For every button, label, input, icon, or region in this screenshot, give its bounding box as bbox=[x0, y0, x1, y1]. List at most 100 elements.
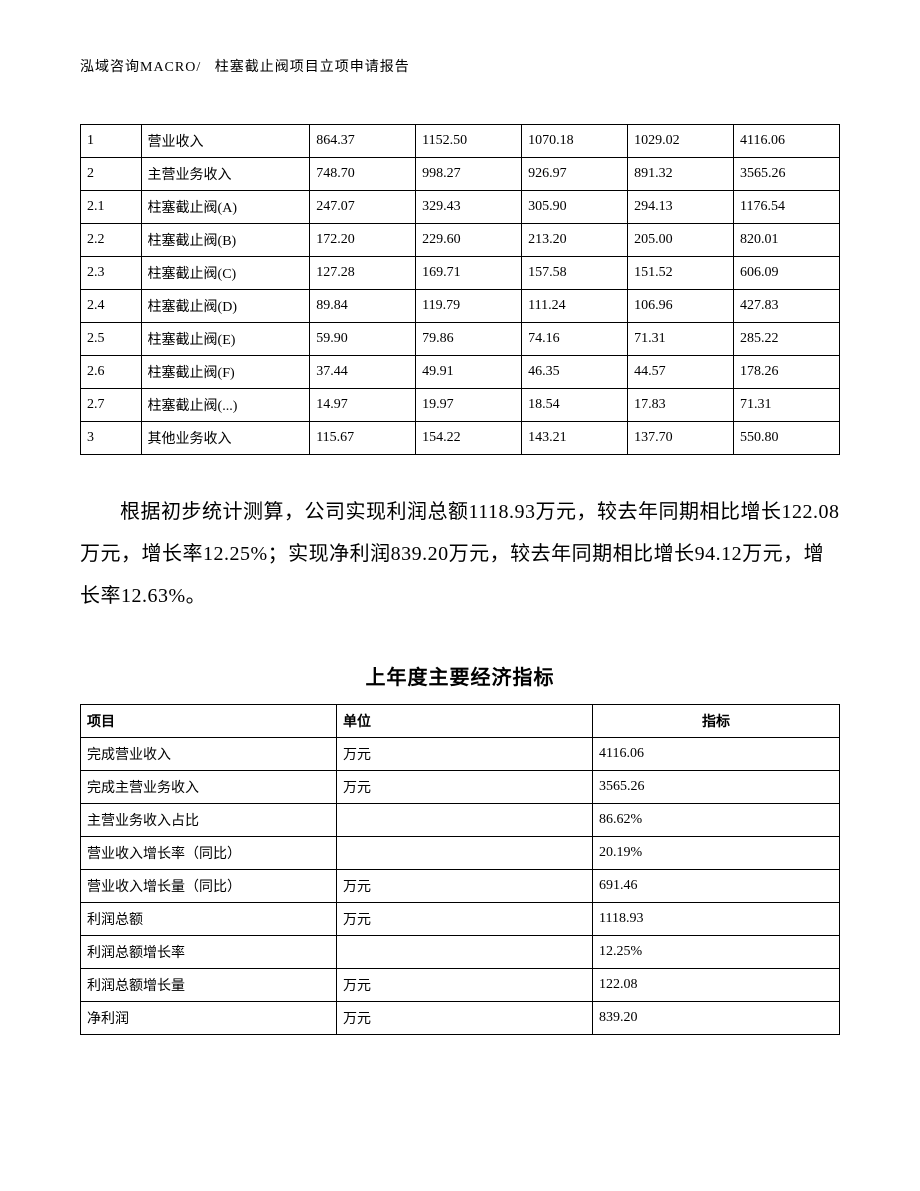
item-name: 主营业务收入占比 bbox=[81, 804, 337, 837]
cell-value: 71.31 bbox=[628, 323, 734, 356]
cell-value: 329.43 bbox=[416, 191, 522, 224]
row-idx: 2.5 bbox=[81, 323, 142, 356]
table-row: 利润总额 万元 1118.93 bbox=[81, 903, 840, 936]
row-name: 柱塞截止阀(F) bbox=[141, 356, 310, 389]
item-value: 3565.26 bbox=[593, 771, 840, 804]
header-value: 指标 bbox=[593, 705, 840, 738]
cell-value: 89.84 bbox=[310, 290, 416, 323]
cell-value: 154.22 bbox=[416, 422, 522, 455]
table-row: 2.2 柱塞截止阀(B) 172.20 229.60 213.20 205.00… bbox=[81, 224, 840, 257]
row-name: 柱塞截止阀(...) bbox=[141, 389, 310, 422]
table-row: 2.6 柱塞截止阀(F) 37.44 49.91 46.35 44.57 178… bbox=[81, 356, 840, 389]
table-row: 净利润 万元 839.20 bbox=[81, 1002, 840, 1035]
header-company: 泓域咨询MACRO/ bbox=[80, 60, 201, 75]
row-idx: 2.7 bbox=[81, 389, 142, 422]
cell-value: 891.32 bbox=[628, 158, 734, 191]
cell-value: 115.67 bbox=[310, 422, 416, 455]
item-unit: 万元 bbox=[337, 903, 593, 936]
cell-value: 305.90 bbox=[522, 191, 628, 224]
cell-value: 998.27 bbox=[416, 158, 522, 191]
cell-value: 37.44 bbox=[310, 356, 416, 389]
cell-value: 19.97 bbox=[416, 389, 522, 422]
row-name: 其他业务收入 bbox=[141, 422, 310, 455]
table-row: 2 主营业务收入 748.70 998.27 926.97 891.32 356… bbox=[81, 158, 840, 191]
item-value: 839.20 bbox=[593, 1002, 840, 1035]
cell-value: 172.20 bbox=[310, 224, 416, 257]
cell-value: 79.86 bbox=[416, 323, 522, 356]
row-idx: 2.1 bbox=[81, 191, 142, 224]
cell-value: 178.26 bbox=[734, 356, 840, 389]
cell-value: 926.97 bbox=[522, 158, 628, 191]
table-row: 营业收入增长率（同比） 20.19% bbox=[81, 837, 840, 870]
cell-value: 59.90 bbox=[310, 323, 416, 356]
table-row: 营业收入增长量（同比） 万元 691.46 bbox=[81, 870, 840, 903]
row-name: 营业收入 bbox=[141, 125, 310, 158]
row-idx: 2.3 bbox=[81, 257, 142, 290]
table-header-row: 项目 单位 指标 bbox=[81, 705, 840, 738]
item-value: 691.46 bbox=[593, 870, 840, 903]
cell-value: 127.28 bbox=[310, 257, 416, 290]
table-row: 利润总额增长量 万元 122.08 bbox=[81, 969, 840, 1002]
indicators-header: 项目 单位 指标 bbox=[81, 705, 840, 738]
table-row: 完成营业收入 万元 4116.06 bbox=[81, 738, 840, 771]
row-idx: 3 bbox=[81, 422, 142, 455]
item-name: 利润总额 bbox=[81, 903, 337, 936]
row-name: 柱塞截止阀(B) bbox=[141, 224, 310, 257]
row-name: 柱塞截止阀(A) bbox=[141, 191, 310, 224]
page-header: 泓域咨询MACRO/ 柱塞截止阀项目立项申请报告 bbox=[80, 56, 840, 76]
item-unit: 万元 bbox=[337, 771, 593, 804]
revenue-breakdown-table: 1 营业收入 864.37 1152.50 1070.18 1029.02 41… bbox=[80, 124, 840, 455]
cell-value: 550.80 bbox=[734, 422, 840, 455]
row-idx: 2.6 bbox=[81, 356, 142, 389]
cell-value: 169.71 bbox=[416, 257, 522, 290]
cell-value: 119.79 bbox=[416, 290, 522, 323]
item-unit: 万元 bbox=[337, 1002, 593, 1035]
row-idx: 1 bbox=[81, 125, 142, 158]
table-row: 利润总额增长率 12.25% bbox=[81, 936, 840, 969]
item-value: 86.62% bbox=[593, 804, 840, 837]
cell-value: 748.70 bbox=[310, 158, 416, 191]
item-unit: 万元 bbox=[337, 969, 593, 1002]
cell-value: 151.52 bbox=[628, 257, 734, 290]
cell-value: 1070.18 bbox=[522, 125, 628, 158]
item-unit: 万元 bbox=[337, 738, 593, 771]
summary-paragraph: 根据初步统计测算，公司实现利润总额1118.93万元，较去年同期相比增长122.… bbox=[80, 491, 840, 617]
cell-value: 606.09 bbox=[734, 257, 840, 290]
cell-value: 4116.06 bbox=[734, 125, 840, 158]
row-idx: 2.4 bbox=[81, 290, 142, 323]
item-name: 利润总额增长量 bbox=[81, 969, 337, 1002]
cell-value: 137.70 bbox=[628, 422, 734, 455]
item-value: 12.25% bbox=[593, 936, 840, 969]
row-name: 柱塞截止阀(D) bbox=[141, 290, 310, 323]
cell-value: 1152.50 bbox=[416, 125, 522, 158]
table-row: 2.5 柱塞截止阀(E) 59.90 79.86 74.16 71.31 285… bbox=[81, 323, 840, 356]
item-unit bbox=[337, 804, 593, 837]
cell-value: 247.07 bbox=[310, 191, 416, 224]
item-value: 4116.06 bbox=[593, 738, 840, 771]
item-unit bbox=[337, 837, 593, 870]
cell-value: 71.31 bbox=[734, 389, 840, 422]
cell-value: 143.21 bbox=[522, 422, 628, 455]
item-value: 20.19% bbox=[593, 837, 840, 870]
row-name: 柱塞截止阀(C) bbox=[141, 257, 310, 290]
cell-value: 14.97 bbox=[310, 389, 416, 422]
cell-value: 3565.26 bbox=[734, 158, 840, 191]
cell-value: 1176.54 bbox=[734, 191, 840, 224]
cell-value: 213.20 bbox=[522, 224, 628, 257]
table-row: 完成主营业务收入 万元 3565.26 bbox=[81, 771, 840, 804]
cell-value: 17.83 bbox=[628, 389, 734, 422]
row-name: 主营业务收入 bbox=[141, 158, 310, 191]
row-name: 柱塞截止阀(E) bbox=[141, 323, 310, 356]
table-row: 1 营业收入 864.37 1152.50 1070.18 1029.02 41… bbox=[81, 125, 840, 158]
item-value: 122.08 bbox=[593, 969, 840, 1002]
table-row: 2.3 柱塞截止阀(C) 127.28 169.71 157.58 151.52… bbox=[81, 257, 840, 290]
table-row: 3 其他业务收入 115.67 154.22 143.21 137.70 550… bbox=[81, 422, 840, 455]
cell-value: 74.16 bbox=[522, 323, 628, 356]
item-name: 完成主营业务收入 bbox=[81, 771, 337, 804]
table-row: 2.7 柱塞截止阀(...) 14.97 19.97 18.54 17.83 7… bbox=[81, 389, 840, 422]
cell-value: 49.91 bbox=[416, 356, 522, 389]
indicators-table: 项目 单位 指标 完成营业收入 万元 4116.06 完成主营业务收入 万元 3… bbox=[80, 704, 840, 1035]
indicators-title: 上年度主要经济指标 bbox=[80, 661, 840, 690]
indicators-body: 完成营业收入 万元 4116.06 完成主营业务收入 万元 3565.26 主营… bbox=[81, 738, 840, 1035]
table-row: 主营业务收入占比 86.62% bbox=[81, 804, 840, 837]
